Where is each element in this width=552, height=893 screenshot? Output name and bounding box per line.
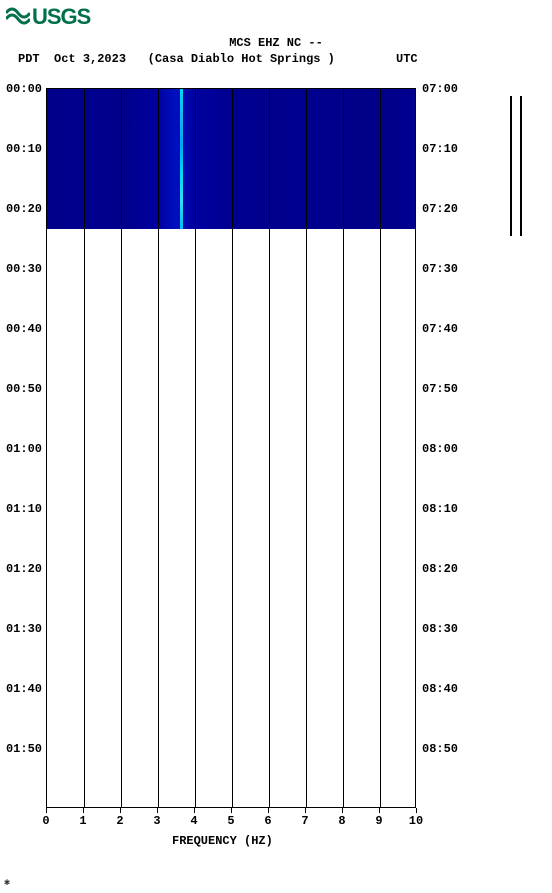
x-tick: 8 [338,814,345,828]
x-tick: 10 [409,814,423,828]
y-tick-left: 01:20 [0,562,42,576]
gridline-vertical [158,89,159,807]
spectrogram-data-region [47,89,415,229]
header-date: Oct 3,2023 [54,52,126,66]
y-tick-right: 07:20 [422,202,458,216]
y-tick-right: 07:40 [422,322,458,336]
x-tick-mark [231,808,232,813]
x-tick-mark [120,808,121,813]
y-tick-left: 00:10 [0,142,42,156]
y-tick-left: 00:40 [0,322,42,336]
gridline-vertical [84,89,85,807]
page-root: USGS MCS EHZ NC -- PDT Oct 3,2023 (Casa … [0,0,552,893]
y-tick-left: 00:00 [0,82,42,96]
y-tick-left: 01:40 [0,682,42,696]
usgs-logo: USGS [6,4,90,31]
y-tick-left: 01:50 [0,742,42,756]
y-tick-right: 07:30 [422,262,458,276]
y-tick-right: 07:50 [422,382,458,396]
colorbar-placeholder [510,96,512,236]
x-tick-mark [416,808,417,813]
gridline-vertical [306,89,307,807]
x-tick-mark [83,808,84,813]
y-tick-right: 08:30 [422,622,458,636]
y-tick-left: 01:10 [0,502,42,516]
x-tick: 6 [264,814,271,828]
footer-glyph: ✱ [4,877,10,889]
y-tick-right: 08:10 [422,502,458,516]
x-tick-mark [157,808,158,813]
x-tick: 9 [375,814,382,828]
x-tick: 7 [301,814,308,828]
chart-header: MCS EHZ NC -- PDT Oct 3,2023 (Casa Diabl… [0,36,552,66]
y-tick-right: 08:50 [422,742,458,756]
gridline-vertical [380,89,381,807]
x-tick: 3 [153,814,160,828]
header-station: (Casa Diablo Hot Springs ) [148,52,335,66]
x-tick-mark [379,808,380,813]
gridline-vertical [343,89,344,807]
spectrogram-bright-line [180,89,183,229]
header-subtitle: PDT Oct 3,2023 (Casa Diablo Hot Springs … [0,52,552,66]
x-tick-mark [194,808,195,813]
usgs-wave-icon [6,5,30,31]
x-tick: 0 [42,814,49,828]
y-tick-right: 08:00 [422,442,458,456]
gridline-vertical [195,89,196,807]
y-tick-left: 00:30 [0,262,42,276]
y-tick-left: 01:00 [0,442,42,456]
x-tick-mark [305,808,306,813]
y-tick-right: 07:00 [422,82,458,96]
x-tick-mark [46,808,47,813]
usgs-logo-text: USGS [32,4,90,29]
y-tick-right: 08:40 [422,682,458,696]
y-tick-left: 01:30 [0,622,42,636]
y-tick-left: 00:20 [0,202,42,216]
spectrogram-plot [46,88,416,808]
x-tick: 4 [190,814,197,828]
header-title: MCS EHZ NC -- [0,36,552,50]
x-tick-mark [268,808,269,813]
y-tick-right: 07:10 [422,142,458,156]
tz-right-label: UTC [396,52,418,66]
y-tick-right: 08:20 [422,562,458,576]
tz-left-label: PDT [18,52,40,66]
y-tick-left: 00:50 [0,382,42,396]
x-tick: 2 [116,814,123,828]
x-tick-mark [342,808,343,813]
x-axis-label: FREQUENCY (HZ) [172,834,273,848]
x-tick: 1 [79,814,86,828]
gridline-vertical [121,89,122,807]
colorbar-placeholder [520,96,522,236]
gridline-vertical [232,89,233,807]
x-tick: 5 [227,814,234,828]
gridline-vertical [269,89,270,807]
